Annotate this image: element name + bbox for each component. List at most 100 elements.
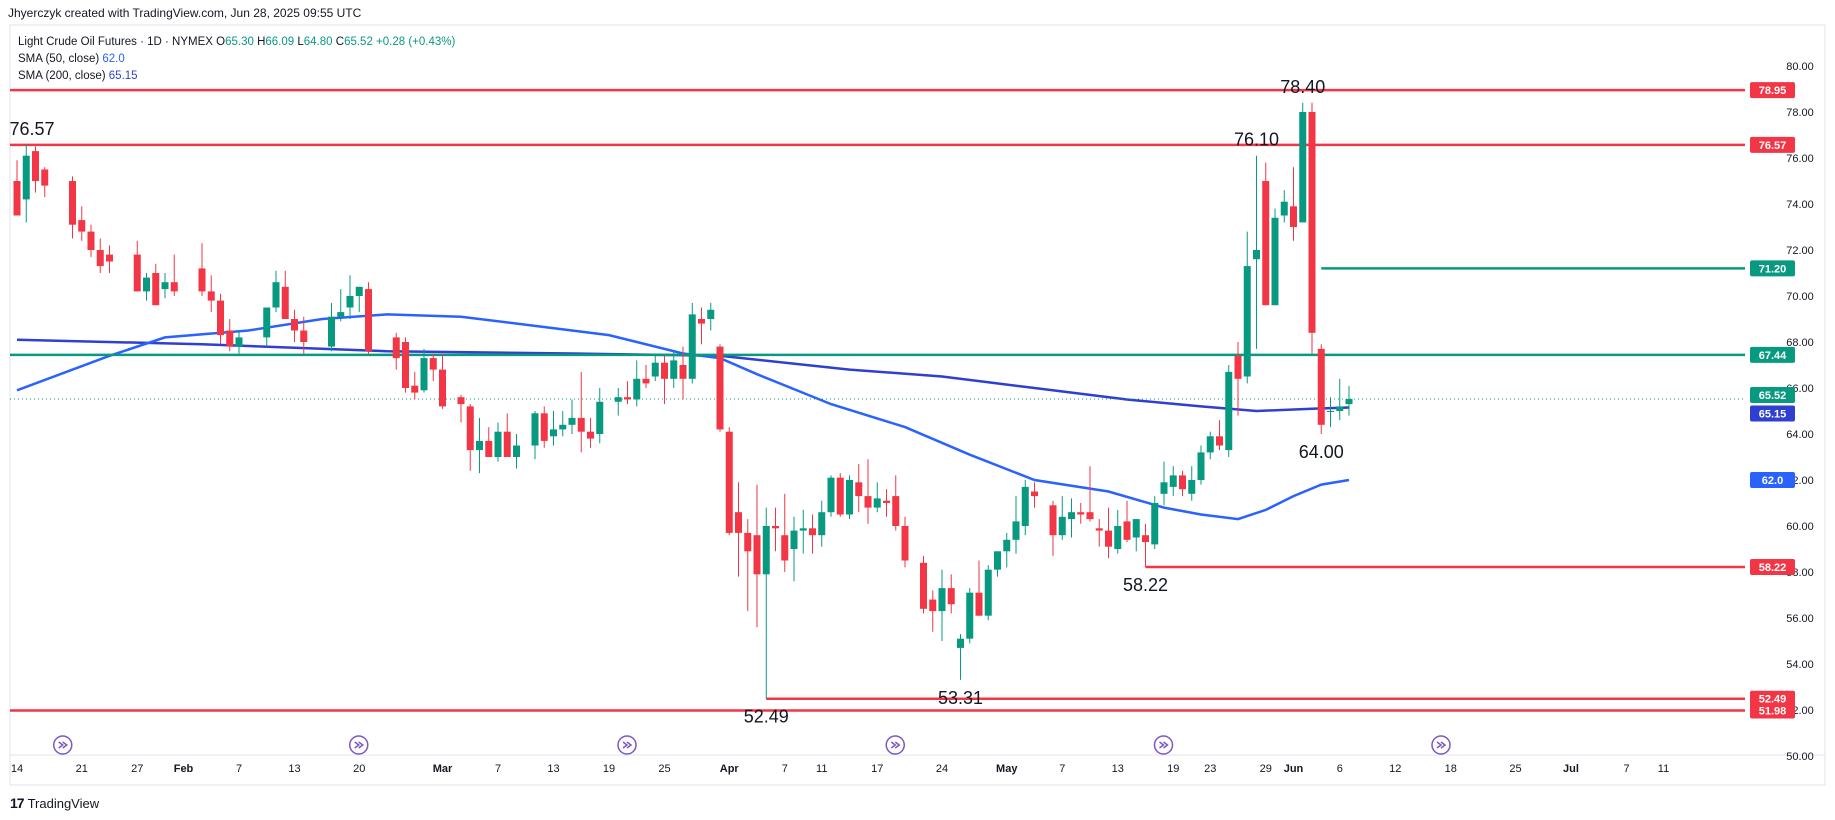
x-tick-label: 23 — [1204, 763, 1216, 775]
candle-body — [892, 496, 900, 526]
candle-body — [392, 337, 400, 359]
level-price-tag — [1750, 136, 1795, 153]
candle-body — [957, 638, 964, 648]
candle-body — [827, 477, 835, 513]
tradingview-logo-icon: 17 — [10, 795, 25, 811]
candle-body — [272, 282, 280, 308]
candle-body — [143, 277, 150, 292]
candle-body — [1077, 512, 1085, 515]
candle-body — [1123, 521, 1131, 540]
x-tick-label: Feb — [174, 763, 194, 775]
low-label: L — [297, 36, 304, 48]
candle-body — [762, 526, 770, 575]
candle-body — [217, 300, 224, 336]
y-tick-label: 60.00 — [1786, 521, 1814, 533]
symbol-name[interactable]: Light Crude Oil Futures · 1D · NYMEX — [18, 36, 213, 48]
candle-body — [466, 406, 474, 451]
candle-body — [235, 337, 243, 347]
x-tick-label: 21 — [76, 763, 88, 775]
x-tick-label: 7 — [236, 763, 242, 775]
x-tick-label: 7 — [1059, 763, 1065, 775]
candle-body — [207, 291, 215, 301]
candle-body — [1151, 503, 1159, 545]
candle-body — [920, 562, 927, 609]
sma200-line — [16, 338, 1350, 413]
y-tick-label: 78.00 — [1786, 107, 1814, 119]
sma50-value: 62.0 — [102, 53, 125, 65]
x-tick-label: 18 — [1445, 763, 1457, 775]
candle-body — [707, 309, 715, 319]
candle-body — [1345, 399, 1353, 405]
candle-body — [1327, 411, 1334, 412]
tradingview-footer[interactable]: 17 TradingView — [10, 795, 99, 811]
x-tick-label: Jul — [1563, 763, 1579, 775]
candle-body — [1132, 519, 1140, 538]
price-chart[interactable]: 80.0078.0076.0074.0072.0070.0068.0066.00… — [0, 0, 1835, 790]
x-tick-label: 13 — [288, 763, 300, 775]
close-label: C — [335, 36, 345, 48]
sma50-row[interactable]: SMA (50, close) 62.0 — [18, 51, 455, 68]
sma200-row[interactable]: SMA (200, close) 65.15 — [18, 68, 455, 85]
candle-body — [531, 413, 539, 446]
x-tick-label: 12 — [1389, 763, 1401, 775]
y-tick-label: 64.00 — [1786, 429, 1814, 441]
price-annotation: 52.49 — [744, 707, 789, 727]
candle-body — [1142, 535, 1149, 543]
open-label: O — [216, 36, 226, 48]
candle-body — [753, 535, 761, 575]
chart-legend: Light Crude Oil Futures · 1D · NYMEX O65… — [18, 34, 455, 85]
candle-body — [568, 417, 576, 425]
sma50-label: SMA (50, close) — [18, 53, 100, 65]
candle-body — [1179, 475, 1186, 490]
candle-body — [1021, 486, 1029, 526]
x-tick-label: 11 — [1658, 763, 1669, 775]
x-tick-label: 20 — [353, 763, 365, 775]
candle-body — [1280, 201, 1288, 216]
candle-body — [1243, 266, 1251, 377]
candle-body — [476, 440, 483, 451]
level-price-label: 58.22 — [1759, 562, 1787, 574]
candle-body — [439, 369, 446, 407]
candle-body — [355, 286, 363, 296]
candle-body — [633, 378, 641, 400]
chart-frame — [9, 24, 1826, 786]
x-tick-label: 13 — [547, 763, 559, 775]
candle-body — [1225, 371, 1233, 451]
candle-body — [577, 417, 585, 432]
tradingview-brand: TradingView — [27, 795, 100, 811]
y-tick-label: 70.00 — [1786, 291, 1814, 303]
candle-body — [642, 378, 650, 384]
candle-body — [1308, 112, 1316, 333]
candle-body — [1086, 512, 1094, 520]
candle-body — [32, 151, 39, 181]
price-annotation: 78.40 — [1280, 77, 1325, 97]
candle-body — [1114, 526, 1122, 549]
event-marker-arrow — [354, 741, 364, 749]
high-value: 66.09 — [265, 36, 295, 48]
x-tick-label: May — [996, 763, 1018, 775]
candle-body — [688, 314, 696, 379]
level-price-tag — [1750, 702, 1795, 719]
event-marker-arrow — [1436, 741, 1447, 749]
candle-body — [1336, 406, 1344, 411]
x-tick-label: Jun — [1284, 763, 1304, 775]
level-price-label: 76.57 — [1759, 140, 1787, 152]
candle-body — [587, 431, 594, 439]
candle-body — [670, 360, 678, 379]
x-tick-label: 14 — [11, 763, 23, 775]
low-value: 64.80 — [303, 36, 333, 48]
candle-body — [328, 316, 335, 347]
candle-body — [1188, 480, 1196, 494]
candle-body — [69, 181, 76, 225]
y-tick-label: 54.00 — [1786, 659, 1814, 671]
candle-body — [772, 526, 779, 529]
candle-body — [420, 358, 428, 391]
candle-body — [1095, 528, 1103, 531]
candle-body — [929, 599, 937, 612]
x-tick-label: Apr — [720, 763, 740, 775]
candle-body — [966, 592, 974, 639]
y-tick-label: 50.00 — [1786, 751, 1814, 763]
sma200-label: SMA (200, close) — [18, 70, 106, 82]
candle-body — [799, 528, 807, 531]
candle-body — [226, 330, 234, 347]
